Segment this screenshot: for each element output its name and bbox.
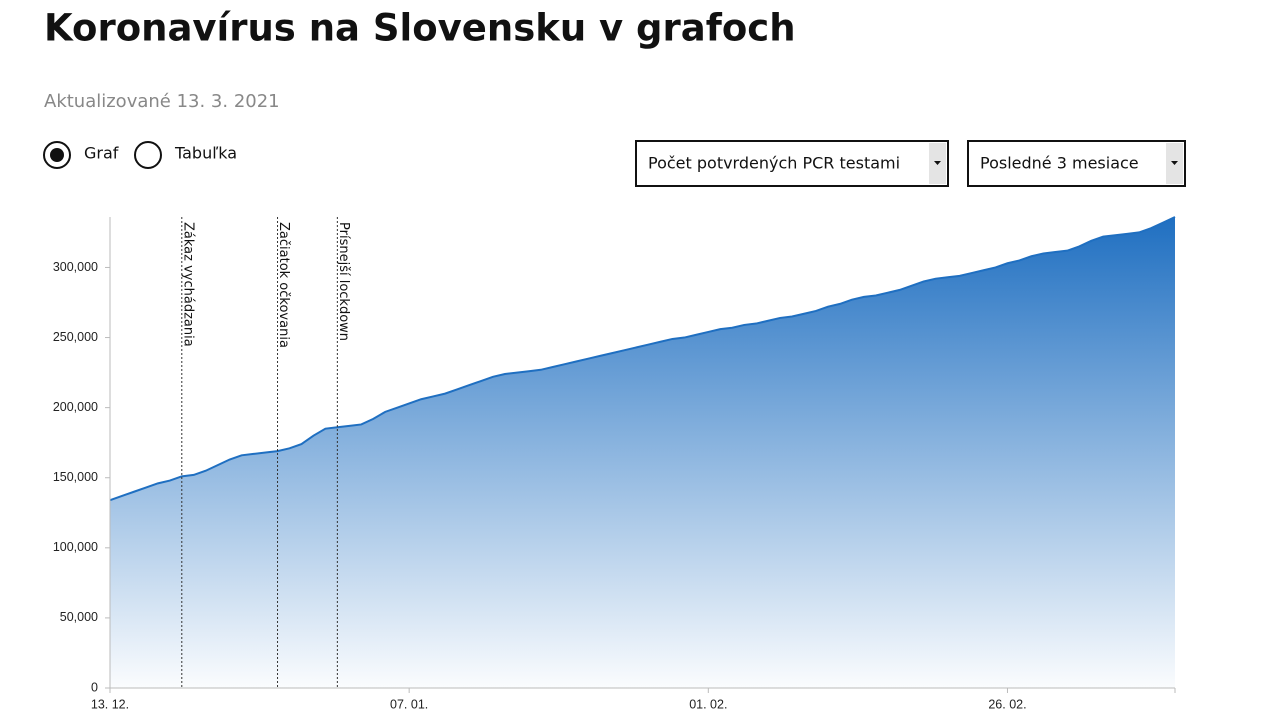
plot-area: 0 50,000 100,000 150,000 200,000 250,000 300,0… bbox=[53, 216, 1176, 711]
area bbox=[110, 217, 1175, 688]
select-period[interactable]: Posledné 3 mesiace bbox=[967, 140, 1186, 187]
radio-label[interactable]: Tabuľka bbox=[174, 144, 237, 163]
select-box[interactable] bbox=[967, 140, 1186, 187]
y-tick-label: 250,000 bbox=[53, 330, 98, 344]
select-metric[interactable]: Počet potvrdených PCR testami bbox=[635, 140, 949, 187]
select-arrow bbox=[1171, 161, 1178, 165]
x-tick-label: 01. 02. bbox=[689, 697, 727, 711]
annotation-label: Prísnejší lockdown bbox=[336, 222, 351, 341]
y-tick-label: 0 bbox=[91, 680, 98, 694]
y-tick-label: 300,000 bbox=[53, 260, 98, 274]
radio-label[interactable]: Graf bbox=[84, 144, 119, 163]
radio-graf[interactable]: Graf bbox=[43, 141, 119, 169]
select-text[interactable]: Počet potvrdených PCR testami bbox=[648, 154, 900, 173]
radio-dot bbox=[50, 148, 64, 162]
x-tick-label: 07. 01. bbox=[390, 697, 428, 711]
select-arrow bbox=[934, 161, 941, 165]
updated-date: Aktualizované 13. 3. 2021 bbox=[44, 91, 280, 112]
area-line bbox=[109, 216, 1176, 502]
select-box[interactable] bbox=[635, 140, 949, 187]
radio-button[interactable] bbox=[134, 141, 162, 169]
annotation-label: Zákaz vychádzania bbox=[180, 222, 195, 347]
y-tick-label: 200,000 bbox=[53, 400, 98, 414]
x-tick-label: 26. 02. bbox=[988, 697, 1026, 711]
page-title: Koronavírus na Slovensku v grafoch bbox=[44, 7, 796, 50]
x-tick-label: 13. 12. bbox=[91, 697, 129, 711]
y-tick-label: 150,000 bbox=[53, 470, 98, 484]
radio-tabulka[interactable]: Tabuľka bbox=[134, 141, 237, 169]
y-tick-label: 50,000 bbox=[60, 610, 98, 624]
y-tick-label: 100,000 bbox=[53, 540, 98, 554]
annotation-label: Začiatok očkovania bbox=[276, 222, 291, 348]
select-text[interactable]: Posledné 3 mesiace bbox=[980, 154, 1139, 173]
